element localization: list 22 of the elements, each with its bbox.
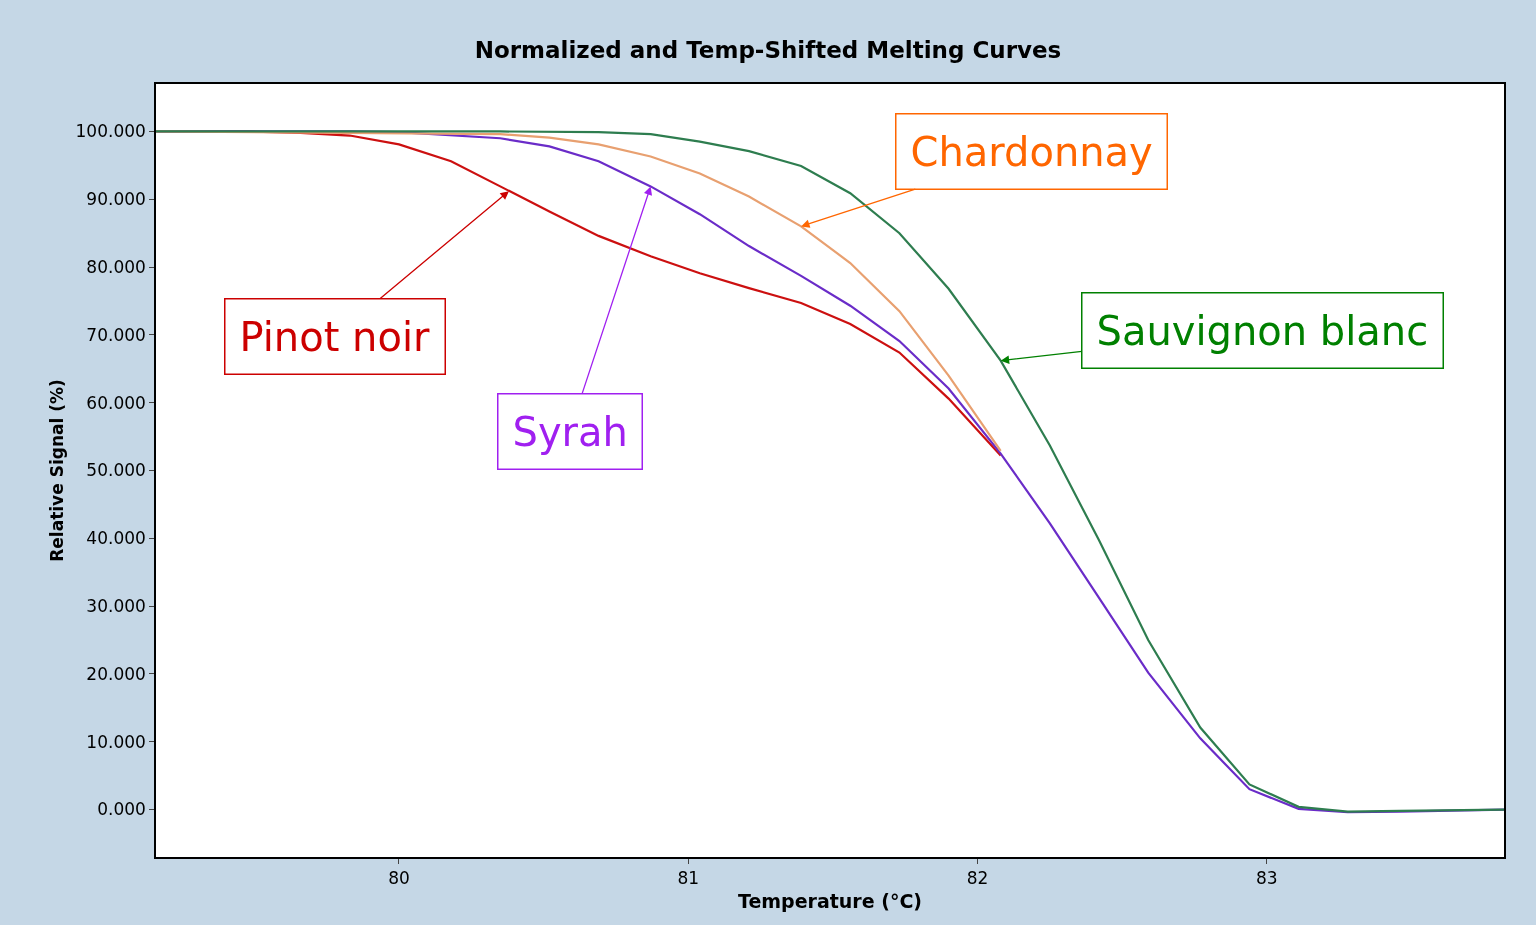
y-tick-label: 90.000	[86, 189, 146, 210]
annotation: Pinot noir	[239, 313, 431, 360]
y-tick-label: 50.000	[86, 460, 146, 481]
annotation: Chardonnay	[910, 128, 1153, 175]
y-tick-label: 10.000	[86, 731, 146, 752]
y-tick-label: 40.000	[86, 528, 146, 549]
y-tick-label: 30.000	[86, 596, 146, 617]
y-tick-label: 70.000	[86, 324, 146, 345]
y-tick-label: 20.000	[86, 663, 146, 684]
annotation: Sauvignon blanc	[1096, 307, 1429, 354]
y-tick-label: 100.000	[75, 121, 146, 142]
chart-title: Normalized and Temp-Shifted Melting Curves	[474, 37, 1062, 64]
x-tick-label: 83	[1255, 868, 1278, 889]
annotation: Syrah	[512, 408, 628, 455]
x-tick-label: 81	[677, 868, 700, 889]
y-tick-label: 60.000	[86, 392, 146, 413]
y-tick-label: 80.000	[86, 257, 146, 278]
x-axis-title: Temperature (°C)	[737, 890, 923, 913]
x-tick-label: 82	[966, 868, 989, 889]
x-tick-label: 80	[388, 868, 410, 889]
y-tick-label: 0.000	[97, 799, 146, 820]
y-axis-title: Relative Signal (%)	[46, 379, 67, 562]
